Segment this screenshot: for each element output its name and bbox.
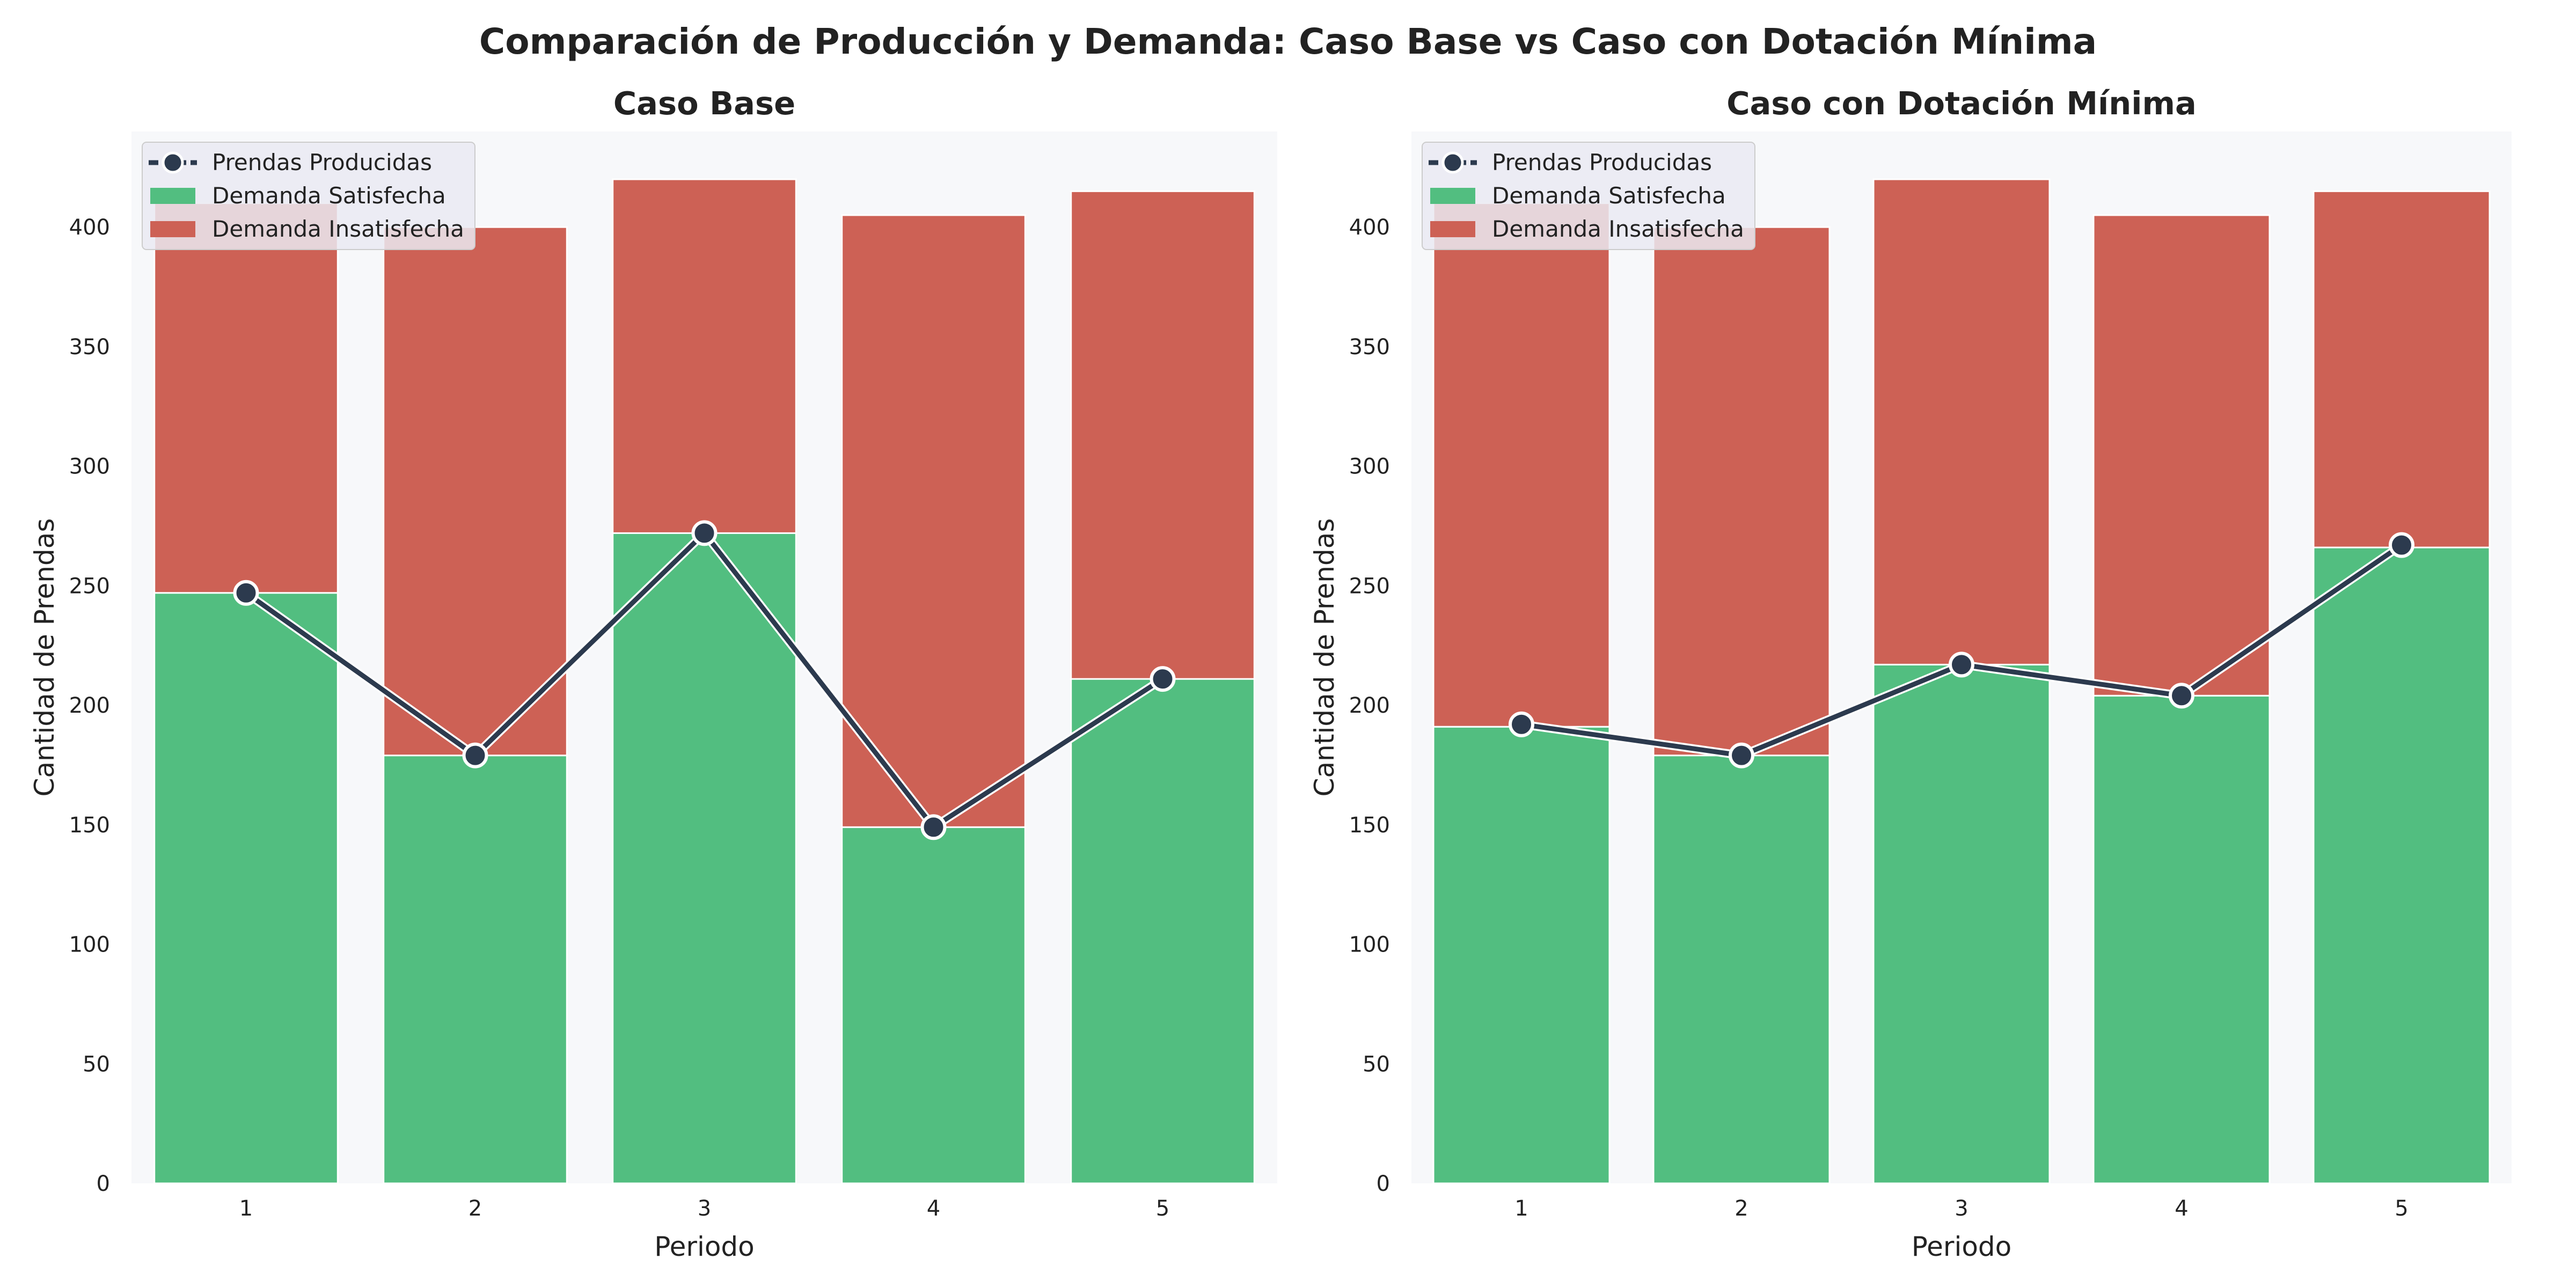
panel-1-line-point xyxy=(1150,666,1176,692)
panel-2-bar-unsatisfied xyxy=(2092,214,2271,697)
panel-1-x-tick-label: 5 xyxy=(1156,1196,1169,1221)
panel-1-y-tick-label: 150 xyxy=(69,813,110,838)
panel-2-line-point xyxy=(2169,683,2194,709)
panel-2-y-tick-label: 150 xyxy=(1349,813,1390,838)
panel-2-y-tick-label: 200 xyxy=(1349,693,1390,718)
panel-1-title: Caso Base xyxy=(613,85,795,122)
panel-1-line-point xyxy=(233,580,259,606)
panel-1-bar-satisfied xyxy=(383,755,568,1184)
panel-2-line-point xyxy=(2389,532,2414,558)
panel-2-legend-marker-swatch xyxy=(1441,151,1464,174)
panel-2-legend-label: Prendas Producidas xyxy=(1492,149,1712,175)
panel-1-legend-label: Prendas Producidas xyxy=(212,149,432,175)
panel-2-y-tick-label: 50 xyxy=(1363,1052,1390,1077)
panel-1-y-tick-label: 200 xyxy=(69,693,110,718)
figure-suptitle: Comparación de Producción y Demanda: Cas… xyxy=(479,21,2097,62)
panel-1-y-tick-label: 350 xyxy=(69,335,110,360)
panel-2-title: Caso con Dotación Mínima xyxy=(1726,85,2197,122)
panel-1-bar-unsatisfied xyxy=(612,178,797,534)
panel-1-legend-label: Demanda Satisfecha xyxy=(212,182,446,209)
panel-1-line-point xyxy=(920,814,947,840)
panel-2-line-point xyxy=(1729,742,1754,769)
panel-1-y-tick-label: 250 xyxy=(69,574,110,598)
panel-2-legend-box xyxy=(1422,142,1755,250)
panel-2-y-tick-label: 0 xyxy=(1377,1172,1390,1196)
panel-2-legend-bar-swatch xyxy=(1430,188,1475,204)
panel-1-x-axis-label: Periodo xyxy=(654,1231,755,1262)
panel-2-legend-label: Demanda Insatisfecha xyxy=(1492,216,1744,242)
panel-2-y-tick-label: 400 xyxy=(1349,215,1390,240)
panel-2-bar-satisfied xyxy=(2312,546,2491,1184)
panel-1-x-tick-label: 3 xyxy=(698,1196,711,1221)
panel-1-x-tick-label: 1 xyxy=(239,1196,253,1221)
panel-1-legend-label: Demanda Insatisfecha xyxy=(212,216,464,242)
panel-2-x-tick-label: 5 xyxy=(2395,1196,2408,1221)
panel-1-bar-unsatisfied xyxy=(383,226,568,757)
panel-1-legend-bar-swatch xyxy=(150,221,195,237)
panel-2-x-tick-label: 2 xyxy=(1735,1196,1748,1221)
panel-1-y-tick-label: 50 xyxy=(83,1052,110,1077)
panel-1-y-tick-label: 100 xyxy=(69,933,110,957)
panel-2-x-axis-label: Periodo xyxy=(1912,1231,2012,1262)
panel-2-bar-satisfied xyxy=(2092,694,2271,1184)
panel-2-bar-satisfied xyxy=(1432,726,1611,1184)
panel-1-y-tick-label: 400 xyxy=(69,215,110,240)
panel-2-bar-unsatisfied xyxy=(2312,190,2491,548)
panel-2-legend: Prendas Producidas Demanda Satisfecha Dema… xyxy=(1422,142,1755,250)
panel-1-y-tick-label: 0 xyxy=(97,1172,110,1196)
panel-1-bar-satisfied xyxy=(153,592,339,1184)
panel-2-y-tick-label: 350 xyxy=(1349,335,1390,360)
panel-2-x-tick-label: 1 xyxy=(1514,1196,1528,1221)
panel-1-legend: Prendas Producidas Demanda Satisfecha Dema… xyxy=(142,142,475,250)
panel-2-line-point xyxy=(1509,711,1534,737)
panel-1-line-point xyxy=(691,520,718,546)
panel-2-y-axis-label: Cantidad de Prendas xyxy=(1309,518,1340,797)
panel-2-y-tick-label: 250 xyxy=(1349,574,1390,598)
panel-2-bar-unsatisfied xyxy=(1432,202,1611,728)
panel-1-x-tick-label: 2 xyxy=(469,1196,482,1221)
panel-1-bar-unsatisfied xyxy=(1070,190,1255,680)
panel-2-bar-unsatisfied xyxy=(1652,226,1831,757)
panel-2-x-tick-label: 3 xyxy=(1955,1196,1968,1221)
panel-2-y-tick-label: 300 xyxy=(1349,455,1390,479)
panel-1-bar-satisfied xyxy=(612,532,797,1184)
panel-1-legend-bar-swatch xyxy=(150,188,195,204)
panel-1-y-axis-label: Cantidad de Prendas xyxy=(29,518,60,797)
panel-2-bar-satisfied xyxy=(1652,755,1831,1184)
panel-1-bar-unsatisfied xyxy=(841,214,1026,828)
panel-1-legend-marker-swatch xyxy=(162,151,184,174)
panel-2-legend-bar-swatch xyxy=(1430,221,1475,237)
panel-2-legend-label: Demanda Satisfecha xyxy=(1492,182,1726,209)
panel-2-bar-unsatisfied xyxy=(1872,178,2051,665)
panel-1-chart: Caso Base Periodo Cantidad de Prendas 0 50 10… xyxy=(29,85,1277,1262)
panel-2-y-tick-label: 100 xyxy=(1349,933,1390,957)
panel-1-bar-satisfied xyxy=(841,826,1026,1184)
panel-2-x-tick-label: 4 xyxy=(2175,1196,2188,1221)
panel-1-x-tick-label: 4 xyxy=(927,1196,940,1221)
panel-1-legend-box xyxy=(142,142,475,250)
panel-2-bar-satisfied xyxy=(1872,663,2051,1184)
panel-1-bar-satisfied xyxy=(1070,678,1255,1184)
panel-1-line-point xyxy=(462,742,488,769)
panel-2-chart: Caso con Dotación Mínima Periodo Cantidad … xyxy=(1309,85,2512,1262)
panel-2-line-point xyxy=(1949,652,1974,678)
panel-1-bar-unsatisfied xyxy=(153,202,339,594)
panel-1-y-tick-label: 300 xyxy=(69,455,110,479)
